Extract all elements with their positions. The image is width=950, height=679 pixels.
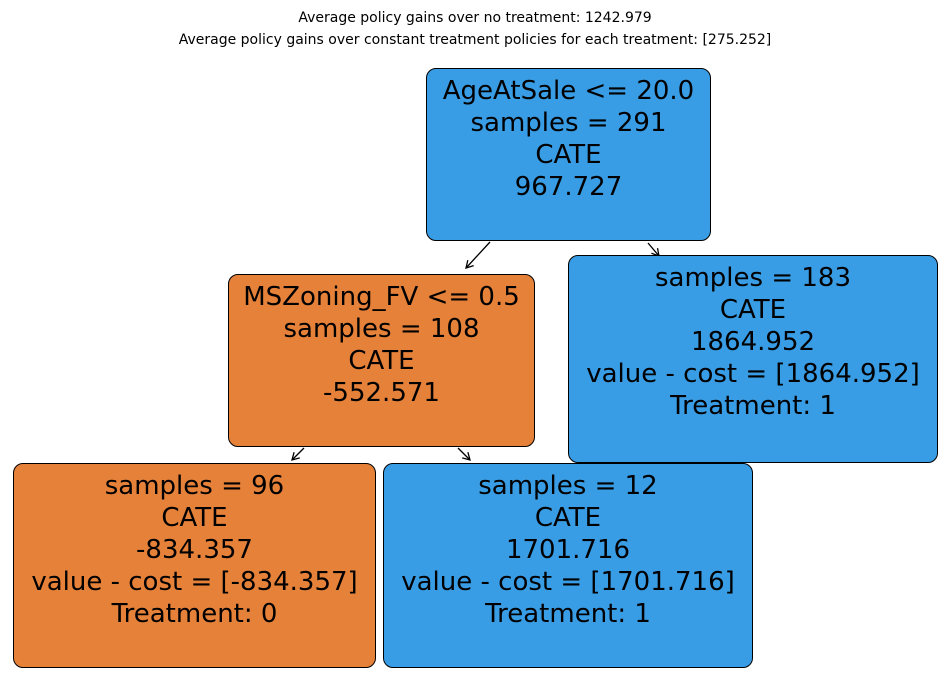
node-cate-label: CATE bbox=[348, 346, 415, 376]
figure-title-line-2: Average policy gains over constant treat… bbox=[178, 32, 772, 48]
node-cate-label: CATE bbox=[535, 140, 602, 170]
node-cate-value: 1701.716 bbox=[505, 535, 631, 565]
node-cate-label: CATE bbox=[161, 503, 228, 533]
node-treatment: Treatment: 0 bbox=[111, 599, 278, 629]
node-cate-label: CATE bbox=[719, 295, 787, 325]
node-samples: samples = 183 bbox=[654, 263, 851, 293]
node-split-condition: AgeAtSale <= 20.0 bbox=[442, 76, 695, 106]
node-treatment: Treatment: 1 bbox=[670, 391, 836, 421]
node-cate-value: -834.357 bbox=[136, 535, 253, 565]
node-cate-value: 967.727 bbox=[514, 172, 623, 202]
node-treatment: Treatment: 1 bbox=[485, 599, 651, 629]
node-value-cost: value - cost = [1701.716] bbox=[401, 567, 735, 597]
edge-left-to-leaf2-arrow bbox=[457, 447, 471, 461]
tree-node-root: AgeAtSale <= 20.0 samples = 291 CATE 967… bbox=[426, 68, 711, 241]
tree-node-leaf-right: samples = 183 CATE 1864.952 value - cost… bbox=[568, 255, 938, 463]
node-cate-label: CATE bbox=[534, 503, 602, 533]
node-samples: samples = 96 bbox=[104, 471, 285, 501]
figure-title-line-1: Average policy gains over no treatment: … bbox=[298, 10, 652, 26]
node-samples: samples = 108 bbox=[283, 314, 480, 344]
node-value-cost: value - cost = [1864.952] bbox=[586, 359, 920, 389]
edge-root-to-left-arrow bbox=[465, 241, 491, 269]
node-split-condition: MSZoning_FV <= 0.5 bbox=[243, 282, 520, 312]
edge-left-to-leaf1-arrow bbox=[291, 447, 305, 461]
node-samples: samples = 12 bbox=[478, 471, 658, 501]
node-samples: samples = 291 bbox=[470, 108, 667, 138]
node-value-cost: value - cost = [-834.357] bbox=[31, 567, 358, 597]
node-cate-value: 1864.952 bbox=[690, 327, 816, 357]
node-cate-value: -552.571 bbox=[323, 378, 440, 408]
tree-node-internal-left: MSZoning_FV <= 0.5 samples = 108 CATE -5… bbox=[228, 274, 535, 447]
tree-node-leaf-bottom-left: samples = 96 CATE -834.357 value - cost … bbox=[13, 463, 376, 668]
figure-title: Average policy gains over no treatment: … bbox=[0, 7, 950, 51]
tree-node-leaf-bottom-mid: samples = 12 CATE 1701.716 value - cost … bbox=[383, 463, 753, 668]
